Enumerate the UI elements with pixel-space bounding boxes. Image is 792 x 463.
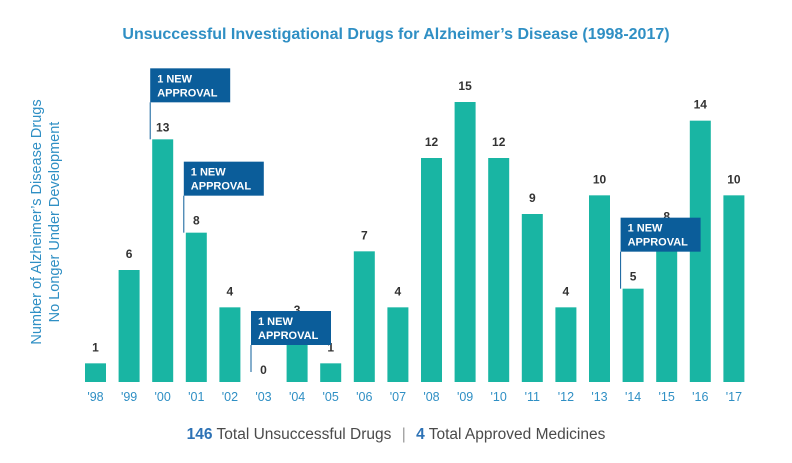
footer-separator: | [401,426,406,443]
x-tick-label: '10 [491,390,507,404]
bar-value-label: 9 [529,191,536,205]
bar [521,214,543,382]
bar [85,363,106,382]
x-tick-label: '15 [659,390,675,404]
unsuccessful-count: 146 [186,426,213,443]
bar [353,251,375,382]
x-tick-label: '00 [155,390,171,404]
bar [723,195,745,382]
x-tick-label: '06 [356,390,372,404]
bar-value-label: 10 [593,172,607,186]
x-tick-label: '08 [423,390,439,404]
x-tick-label: '03 [255,390,271,404]
x-tick-label: '12 [558,390,574,404]
annotation-box [150,68,231,103]
bar [656,232,678,382]
x-tick-label: '13 [591,390,607,404]
annotation-text: APPROVAL [628,237,689,249]
x-tick-label: '01 [188,390,204,404]
x-tick-label: '04 [289,390,305,404]
bar [421,158,442,382]
bar-value-label: 12 [492,135,506,149]
chart-title: Unsuccessful Investigational Drugs for A… [122,26,670,43]
bar [555,307,577,382]
bar-value-label: 7 [361,228,368,242]
bar-value-label: 4 [395,284,402,298]
annotation-text: APPROVAL [258,330,319,342]
x-tick-label: '99 [121,390,137,404]
bar-value-label: 4 [563,284,570,298]
x-tick-label: '11 [525,390,540,404]
bar-value-label: 3 [294,303,301,317]
x-tick-label: '07 [390,390,406,404]
bar-value-label: 5 [630,270,637,284]
bar-value-label: 1 [327,340,334,354]
bar-value-label: 6 [126,247,133,261]
bar [454,102,476,382]
bar [589,195,610,382]
bar [488,158,510,382]
bar [387,307,409,382]
annotation-text: 1 NEW [628,223,663,235]
annotation-box [251,311,331,345]
bar [185,232,207,382]
x-tick-label: '14 [625,390,641,404]
x-tick-label: '16 [692,390,708,404]
unsuccessful-label: Total Unsuccessful Drugs [216,426,392,443]
bar-value-label: 1 [92,340,99,354]
x-tick-label: '05 [323,390,339,404]
x-tick-label: '98 [87,390,103,404]
x-tick-label: '02 [222,390,238,404]
annotation-box [620,217,701,252]
bar-value-label: 12 [425,135,439,149]
annotation-text: APPROVAL [157,87,218,99]
bar [320,363,342,382]
approved-count: 4 [416,426,425,443]
bar-value-label: 10 [727,172,741,186]
bar [152,139,174,382]
bar-value-label: 13 [156,120,170,134]
footer-summary: 146 Total Unsuccessful Drugs | 4 Total A… [0,426,792,444]
annotation-text: 1 NEW [191,167,226,179]
bar-value-label: 14 [694,98,708,112]
x-tick-label: '09 [457,390,473,404]
bar-value-label: 15 [458,79,472,93]
bar [118,270,140,382]
bar-value-label: 8 [663,210,670,224]
x-tick-label: '17 [726,390,742,404]
bar [622,288,644,382]
annotation-text: 1 NEW [157,73,192,85]
bar [219,307,241,382]
approved-label: Total Approved Medicines [428,426,606,443]
bar-value-label: 8 [193,214,200,228]
bar-value-label: 0 [260,363,267,377]
bar-value-label: 4 [227,284,234,298]
annotation-text: APPROVAL [191,181,252,193]
annotation-text: 1 NEW [258,316,293,328]
annotation-box [183,161,264,196]
